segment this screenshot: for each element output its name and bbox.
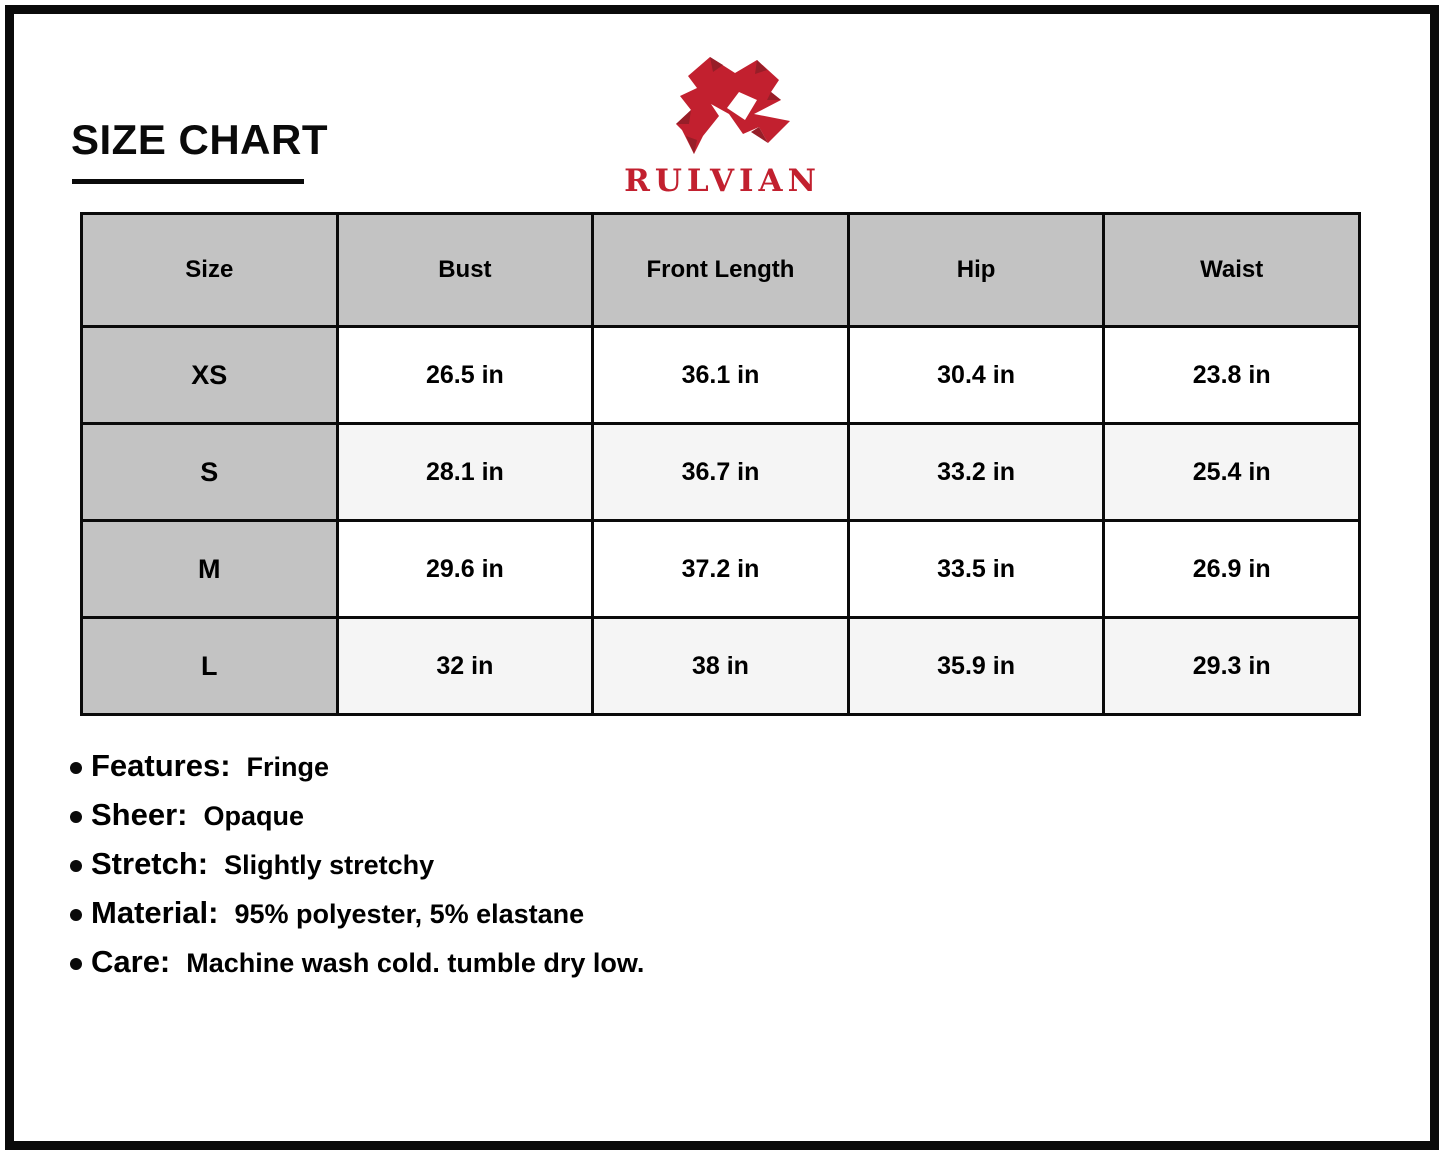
detail-item: Stretch: Slightly stretchy (70, 846, 644, 883)
detail-label: Features: (91, 748, 231, 783)
measurement-cell: 37.2 in (591, 519, 850, 619)
measurement-cell: 26.9 in (1102, 519, 1361, 619)
size-table: Size Bust Front Length Hip Waist XS 26.5 in 36… (80, 212, 1361, 716)
detail-label: Stretch: (91, 846, 209, 881)
detail-value: Fringe (246, 752, 330, 782)
detail-label: Sheer: (91, 797, 188, 832)
size-row-m: M 29.6 in 37.2 in 33.5 in 26.9 in (80, 519, 1361, 619)
detail-label: Care: (91, 944, 171, 979)
column-header-hip: Hip (846, 212, 1106, 328)
detail-value: Slightly stretchy (224, 850, 435, 880)
detail-item: Material: 95% polyester, 5% elastane (70, 895, 644, 932)
detail-value: Machine wash cold. tumble dry low. (186, 948, 645, 978)
detail-label: Material: (91, 895, 219, 930)
measurement-cell: 30.4 in (846, 325, 1106, 425)
measurement-cell: 25.4 in (1102, 422, 1361, 522)
size-row-s: S 28.1 in 36.7 in 33.2 in 25.4 in (80, 422, 1361, 522)
measurement-cell: 28.1 in (335, 422, 595, 522)
column-header-bust: Bust (335, 212, 595, 328)
bullet-icon (70, 957, 82, 970)
header-row: Size Bust Front Length Hip Waist (80, 212, 1361, 328)
detail-item: Features: Fringe (70, 748, 644, 785)
size-row-l: L 32 in 38 in 35.9 in 29.3 in (80, 616, 1361, 716)
measurement-cell: 36.7 in (591, 422, 850, 522)
measurement-cell: 33.2 in (846, 422, 1106, 522)
bullet-icon (70, 761, 82, 774)
detail-value: 95% polyester, 5% elastane (234, 899, 585, 929)
page-title: SIZE CHART (71, 116, 328, 163)
bullet-icon (70, 908, 82, 921)
size-table-body: XS 26.5 in 36.1 in 30.4 in 23.8 in S 28.1 in 36… (80, 325, 1361, 716)
size-label-cell: XS (80, 325, 339, 425)
detail-item: Care: Machine wash cold. tumble dry low. (70, 944, 644, 981)
rulvian-r-logo-icon (676, 57, 790, 154)
column-header-front-length: Front Length (591, 212, 850, 328)
size-table-head: Size Bust Front Length Hip Waist (80, 212, 1361, 328)
size-label-cell: M (80, 519, 339, 619)
size-label-cell: L (80, 616, 339, 716)
measurement-cell: 29.6 in (335, 519, 595, 619)
column-header-size: Size (80, 212, 339, 328)
size-label-cell: S (80, 422, 339, 522)
measurement-cell: 38 in (591, 616, 850, 716)
detail-value: Opaque (203, 801, 304, 831)
measurement-cell: 35.9 in (846, 616, 1106, 716)
column-header-waist: Waist (1102, 212, 1361, 328)
bullet-icon (70, 810, 82, 823)
measurement-cell: 33.5 in (846, 519, 1106, 619)
page-border-frame (5, 5, 1439, 1150)
measurement-cell: 36.1 in (591, 325, 850, 425)
size-row-xs: XS 26.5 in 36.1 in 30.4 in 23.8 in (80, 325, 1361, 425)
measurement-cell: 29.3 in (1102, 616, 1361, 716)
measurement-cell: 26.5 in (335, 325, 595, 425)
title-underline (72, 179, 304, 184)
details-list: Features: Fringe Sheer: Opaque Stretch: Sligh… (70, 748, 644, 993)
bullet-icon (70, 859, 82, 872)
detail-item: Sheer: Opaque (70, 797, 644, 834)
brand-wordmark: RULVIAN (624, 163, 821, 199)
measurement-cell: 23.8 in (1102, 325, 1361, 425)
measurement-cell: 32 in (335, 616, 595, 716)
